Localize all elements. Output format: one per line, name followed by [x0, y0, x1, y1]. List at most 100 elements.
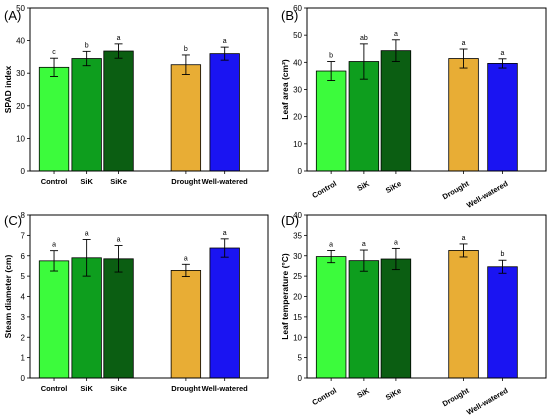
error-bar [459, 243, 468, 258]
y-tick-label: 60 [293, 4, 302, 13]
x-tick-label: SiK [356, 179, 372, 193]
panel-label: (A) [4, 8, 21, 23]
x-tick-label: Control [41, 384, 68, 393]
bar-drought [448, 58, 479, 172]
y-tick-label: 0 [21, 374, 26, 383]
bar-well-watered [487, 266, 518, 379]
significance-letter: a [223, 38, 227, 45]
bar-drought [448, 250, 479, 379]
y-tick-label: 25 [293, 272, 302, 281]
y-tick-label: 20 [293, 293, 302, 302]
panel-label: (C) [4, 213, 22, 228]
y-tick-label: 8 [21, 211, 26, 220]
x-tick-label: SiK [80, 384, 93, 393]
error-bar [327, 61, 336, 81]
significance-letter: b [85, 42, 89, 49]
error-bar [50, 57, 59, 77]
error-bar [82, 238, 91, 277]
significance-letter: c [52, 49, 56, 56]
bar-sike [103, 258, 134, 379]
x-tick-label: Well-watered [465, 386, 510, 415]
y-tick-label: 40 [16, 37, 25, 46]
bar-well-watered [209, 53, 240, 172]
error-bar [459, 48, 468, 69]
x-tick-label: Drought [441, 386, 471, 409]
bar-control [315, 70, 347, 172]
x-tick-label: Control [311, 386, 339, 407]
error-bar [498, 58, 507, 69]
y-tick-label: 5 [298, 354, 303, 363]
y-tick-label: 30 [293, 86, 302, 95]
plot-frame [306, 7, 547, 172]
y-tick-label: 35 [293, 231, 302, 240]
bar-control [315, 256, 347, 379]
y-tick-label: 10 [16, 134, 25, 143]
y-tick-label: 0 [298, 374, 303, 383]
y-tick-label: 30 [16, 69, 25, 78]
error-bar [498, 259, 507, 274]
error-bar [220, 46, 229, 61]
significance-letter: a [462, 40, 466, 47]
panel-d: (D) Leaf temperature (°C) a Control a SiK a SiK… [280, 211, 547, 415]
significance-letter: ab [360, 35, 368, 42]
bar-drought [170, 270, 202, 379]
significance-letter: b [501, 251, 505, 258]
x-tick-label: Well-watered [202, 177, 249, 186]
y-tick-label: 6 [21, 252, 26, 261]
significance-letter: a [85, 230, 89, 237]
x-tick-label: Well-watered [465, 179, 510, 210]
significance-letter: b [184, 46, 188, 53]
y-tick-label: 0 [298, 167, 303, 176]
bar-sike [103, 50, 134, 172]
x-tick-label: SiK [80, 177, 93, 186]
x-tick-label: Drought [441, 179, 471, 202]
y-tick-label: 15 [293, 313, 302, 322]
y-tick-label: 10 [293, 140, 302, 149]
y-tick-label: 50 [293, 31, 302, 40]
error-bar [359, 43, 368, 80]
x-tick-label: Control [311, 179, 339, 200]
x-tick-label: Well-watered [202, 384, 249, 393]
error-bar [50, 250, 59, 272]
significance-letter: a [184, 255, 188, 262]
plot-frame [306, 214, 547, 379]
x-tick-label: SiKe [110, 384, 127, 393]
y-tick-label: 3 [21, 313, 26, 322]
significance-letter: a [394, 239, 398, 246]
x-tick-label: Control [41, 177, 68, 186]
significance-letter: b [329, 53, 333, 60]
error-bar [220, 238, 229, 258]
significance-letter: a [462, 235, 466, 242]
error-bar [391, 247, 400, 271]
panel-label: (B) [281, 8, 298, 23]
plot-frame [29, 214, 269, 379]
bar-sik [71, 58, 102, 172]
panel-c: (C) Steam diameter (cm) a Control a SiK a SiKe a… [3, 211, 269, 393]
y-axis-label: Steam diameter (cm) [3, 255, 13, 339]
y-tick-label: 2 [21, 333, 26, 342]
y-tick-label: 7 [21, 231, 26, 240]
significance-letter: a [329, 241, 333, 248]
error-bar [181, 263, 190, 277]
y-tick-label: 30 [293, 252, 302, 261]
y-axis-label: Leaf temperature (°C) [280, 253, 290, 340]
y-tick-label: 10 [293, 333, 302, 342]
y-tick-label: 40 [293, 58, 302, 67]
panel-label: (D) [281, 213, 299, 228]
y-tick-label: 5 [21, 272, 26, 281]
bar-well-watered [209, 247, 240, 379]
error-bar [359, 249, 368, 272]
significance-letter: a [52, 242, 56, 249]
y-tick-label: 20 [16, 102, 25, 111]
bar-sike [380, 258, 412, 379]
y-tick-label: 0 [21, 167, 26, 176]
x-tick-label: SiKe [384, 386, 403, 402]
plot-frame [29, 7, 269, 172]
x-tick-label: Drought [171, 384, 201, 393]
x-tick-label: SiK [356, 386, 372, 400]
significance-letter: a [117, 237, 121, 244]
y-tick-label: 20 [293, 113, 302, 122]
bar-sike [380, 50, 412, 172]
panel-a: (A) SPAD index c Control b SiK a SiKe b Drought a W… [3, 4, 269, 186]
